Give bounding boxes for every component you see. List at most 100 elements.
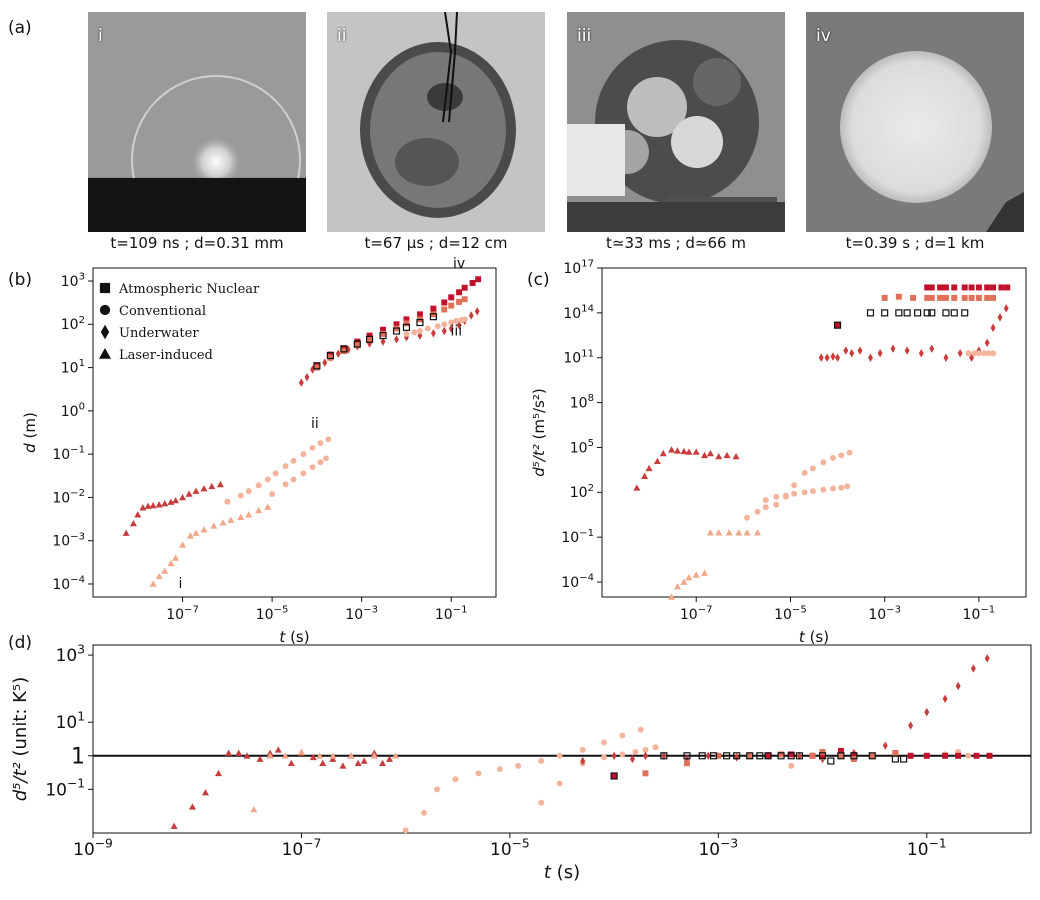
data-point [973, 752, 980, 759]
data-point [429, 313, 437, 321]
y-tick-label: 10−4 [52, 575, 85, 593]
data-point [225, 749, 233, 756]
data-point [250, 806, 258, 813]
data-point [652, 744, 659, 751]
data-point [313, 364, 320, 371]
data-point [201, 789, 209, 796]
data-point [715, 452, 723, 460]
data-point [304, 372, 310, 382]
data-point [287, 759, 295, 767]
data-point [610, 772, 618, 780]
data-point [474, 307, 480, 316]
series-atmospheric-nuclear-medium- [881, 293, 997, 301]
series-atmospheric-nuclear-dark- [834, 284, 1011, 329]
data-point [161, 567, 169, 574]
data-point [235, 749, 243, 756]
y-tick-label: 101 [56, 710, 85, 734]
data-point [185, 490, 193, 497]
data-point [809, 465, 816, 472]
series-conventional-small-upper- [402, 726, 644, 834]
data-point [868, 353, 873, 362]
y-tick-label: 101 [61, 358, 85, 376]
chart-b-group: 10−7 10−5 10−3 10−1 10−4 10−3 10−2 10−1 100 101 10… [21, 256, 497, 646]
series-laser-induced-light- [250, 748, 400, 813]
data-point [723, 451, 731, 459]
data-point [297, 748, 305, 755]
y-tick-label: 1 [71, 744, 85, 769]
data-point [857, 346, 863, 355]
data-point [923, 752, 930, 759]
data-point [900, 755, 908, 763]
data-point [340, 348, 347, 355]
data-point [319, 759, 327, 767]
data-point [380, 326, 387, 333]
data-point [733, 752, 741, 760]
data-point [424, 325, 431, 332]
series-laser-induced-dark- [122, 480, 224, 536]
x-tick-label: 10−5 [256, 605, 289, 623]
data-point [990, 294, 997, 301]
data-point [317, 459, 324, 466]
series-underwater [298, 307, 480, 387]
data-point [643, 751, 648, 760]
y-tick-label: 105 [570, 438, 594, 456]
data-point [985, 350, 992, 357]
data-point [942, 752, 949, 759]
y-tick-label: 10−4 [561, 573, 594, 591]
data-point [955, 681, 961, 691]
data-point [778, 751, 785, 758]
data-point [834, 322, 841, 329]
data-point [846, 449, 853, 456]
data-point [172, 554, 180, 561]
x-tick-label: 10−1 [435, 605, 468, 623]
data-point [468, 311, 474, 320]
data-point [353, 340, 361, 348]
x-axis-label: t (s) [279, 628, 309, 646]
data-point [843, 346, 849, 355]
data-point [167, 559, 175, 567]
data-point [441, 321, 448, 328]
y-tick-label: 10−1 [561, 528, 594, 546]
data-point [904, 346, 910, 355]
plot-frame-b [92, 267, 497, 598]
legend-conventional-marker [99, 304, 111, 316]
data-point [961, 309, 969, 317]
data-point [619, 732, 626, 739]
data-point [366, 332, 373, 339]
data-point [791, 490, 798, 497]
annotation-iii: iii [450, 324, 462, 340]
data-point [326, 351, 334, 360]
data-point [179, 493, 187, 501]
series-atmospheric-nuclear-outlined- [833, 309, 969, 329]
chart-c-group: 10−7 10−5 10−3 10−1 10−4 10−1 102 105 108 1011 101… [530, 259, 1027, 646]
data-point [881, 294, 888, 301]
data-point [787, 752, 795, 760]
data-point [975, 294, 982, 301]
x-axis-label: t (s) [799, 628, 829, 646]
data-point [329, 755, 337, 762]
data-point [611, 773, 618, 779]
data-point [370, 752, 378, 759]
data-point [818, 353, 824, 362]
data-point [282, 481, 289, 488]
data-point [777, 752, 785, 760]
data-point [149, 580, 157, 587]
data-point [701, 569, 709, 576]
data-point [984, 294, 991, 301]
data-point [850, 752, 858, 760]
data-point [188, 803, 196, 810]
series-conventional-small-lower- [269, 455, 330, 497]
data-point [830, 454, 836, 461]
data-point [633, 484, 641, 491]
photo-caption-i: t=109 ns ; d=0.31 mm [110, 234, 284, 252]
data-point [1003, 304, 1009, 313]
data-point [219, 519, 227, 526]
data-point [290, 476, 297, 483]
data-point [496, 766, 503, 773]
data-point [167, 498, 175, 505]
data-point [144, 502, 152, 509]
data-point [910, 294, 917, 301]
data-point [255, 482, 262, 489]
data-point [340, 345, 348, 353]
data-point [200, 485, 208, 492]
